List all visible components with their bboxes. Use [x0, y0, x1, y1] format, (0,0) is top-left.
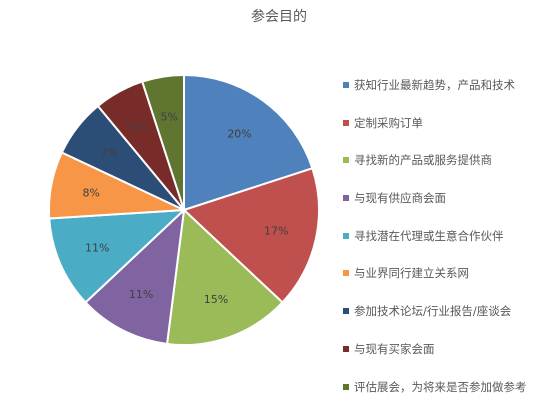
- data-label-8: 6%: [130, 121, 147, 134]
- legend-swatch: [343, 346, 349, 352]
- legend-item-9: 评估展会，为将来是否参加做参考: [335, 379, 557, 416]
- legend-swatch: [343, 157, 349, 163]
- legend-label: 与现有供应商会面: [354, 190, 446, 206]
- legend-label: 评估展会，为将来是否参加做参考: [354, 379, 527, 395]
- legend-label: 与现有买家会面: [354, 341, 435, 357]
- data-label-7: 7%: [101, 146, 118, 159]
- legend-swatch: [343, 270, 349, 276]
- legend-label: 与业界同行建立关系网: [354, 265, 469, 281]
- legend-item-7: 参加技术论坛/行业报告/座谈会: [335, 303, 557, 341]
- legend-swatch: [343, 120, 349, 126]
- data-label-3: 15%: [204, 293, 228, 306]
- legend-item-8: 与现有买家会面: [335, 341, 557, 379]
- data-label-1: 20%: [227, 128, 251, 141]
- data-label-4: 11%: [129, 288, 153, 301]
- legend-swatch: [343, 82, 349, 88]
- data-label-5: 11%: [85, 242, 109, 255]
- legend-swatch: [343, 233, 349, 239]
- legend-label: 获知行业最新趋势，产品和技术: [354, 77, 515, 93]
- data-label-6: 8%: [82, 186, 99, 199]
- legend-swatch: [343, 384, 349, 390]
- data-label-9: 5%: [160, 111, 177, 124]
- legend-swatch: [343, 308, 349, 314]
- legend-item-4: 与现有供应商会面: [335, 190, 557, 228]
- legend: 获知行业最新趋势，产品和技术定制采购订单寻找新的产品或服务提供商与现有供应商会面…: [335, 77, 557, 416]
- legend-label: 定制采购订单: [354, 115, 423, 131]
- legend-label: 参加技术论坛/行业报告/座谈会: [354, 303, 511, 319]
- legend-swatch: [343, 195, 349, 201]
- legend-label: 寻找潜在代理或生意合作伙伴: [354, 228, 504, 244]
- legend-item-5: 寻找潜在代理或生意合作伙伴: [335, 228, 557, 266]
- legend-label: 寻找新的产品或服务提供商: [354, 152, 492, 168]
- data-label-2: 17%: [264, 225, 288, 238]
- legend-item-3: 寻找新的产品或服务提供商: [335, 152, 557, 190]
- legend-item-1: 获知行业最新趋势，产品和技术: [335, 77, 557, 115]
- legend-item-2: 定制采购订单: [335, 115, 557, 153]
- legend-item-6: 与业界同行建立关系网: [335, 265, 557, 303]
